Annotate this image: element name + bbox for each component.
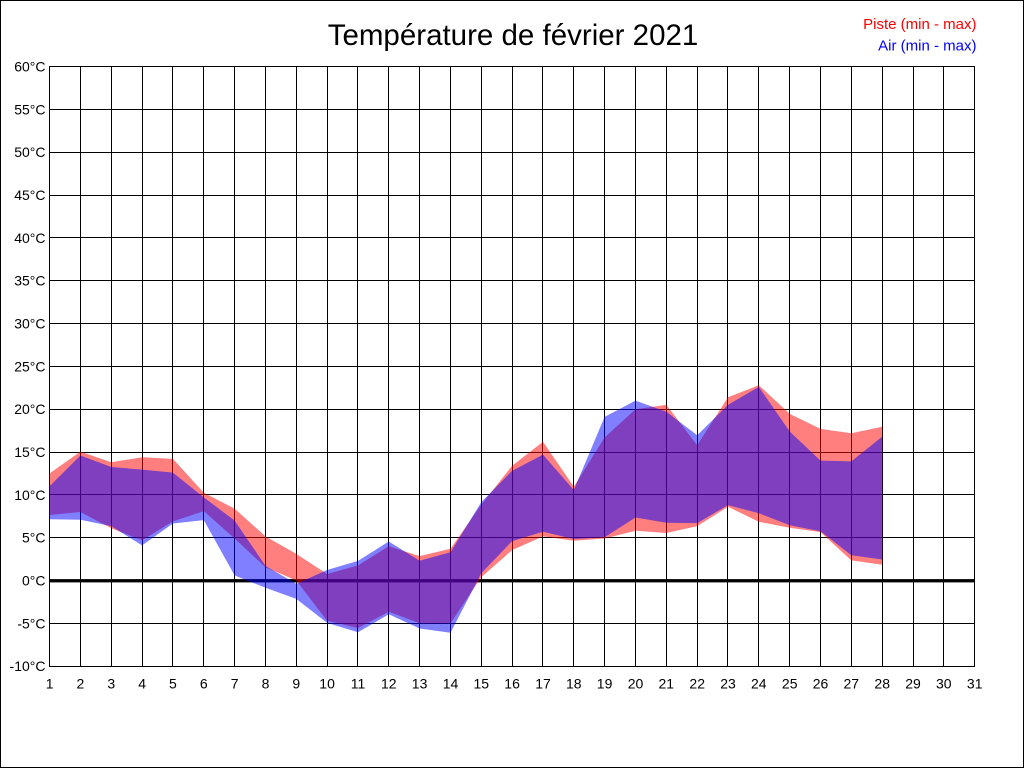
svg-text:Température de février 2021: Température de février 2021 [328, 19, 699, 52]
svg-text:23: 23 [720, 676, 736, 692]
svg-text:6: 6 [200, 676, 208, 692]
svg-text:10°C: 10°C [14, 487, 45, 503]
svg-text:2: 2 [77, 676, 85, 692]
svg-text:28: 28 [874, 676, 890, 692]
svg-text:17: 17 [535, 676, 551, 692]
svg-text:Air (min - max): Air (min - max) [878, 38, 976, 55]
svg-text:18: 18 [566, 676, 582, 692]
svg-text:11: 11 [351, 676, 366, 692]
svg-text:14: 14 [443, 676, 459, 692]
svg-text:20: 20 [628, 676, 644, 692]
svg-text:25°C: 25°C [14, 358, 45, 374]
svg-text:27: 27 [844, 676, 860, 692]
svg-text:55°C: 55°C [14, 101, 45, 117]
svg-text:35°C: 35°C [14, 273, 45, 289]
svg-text:45°C: 45°C [14, 187, 45, 203]
svg-text:8: 8 [262, 676, 270, 692]
svg-text:5: 5 [169, 676, 177, 692]
svg-text:-10°C: -10°C [10, 658, 46, 674]
svg-text:9: 9 [292, 676, 300, 692]
svg-text:12: 12 [381, 676, 397, 692]
svg-text:24: 24 [751, 676, 767, 692]
svg-text:31: 31 [967, 676, 983, 692]
svg-text:15: 15 [474, 676, 490, 692]
svg-text:13: 13 [412, 676, 428, 692]
svg-text:10: 10 [319, 676, 335, 692]
svg-text:50°C: 50°C [14, 144, 45, 160]
svg-text:60°C: 60°C [14, 59, 45, 75]
svg-text:30: 30 [936, 676, 952, 692]
svg-text:22: 22 [689, 676, 705, 692]
svg-text:21: 21 [659, 676, 675, 692]
svg-text:40°C: 40°C [14, 230, 45, 246]
svg-text:29: 29 [905, 676, 921, 692]
svg-text:30°C: 30°C [14, 316, 45, 332]
svg-text:16: 16 [504, 676, 520, 692]
svg-text:20°C: 20°C [14, 401, 45, 417]
svg-text:15°C: 15°C [14, 444, 45, 460]
svg-text:4: 4 [138, 676, 146, 692]
svg-text:0°C: 0°C [22, 573, 46, 589]
svg-text:19: 19 [597, 676, 613, 692]
svg-text:-5°C: -5°C [17, 615, 45, 631]
svg-text:3: 3 [107, 676, 115, 692]
svg-text:25: 25 [782, 676, 798, 692]
svg-text:26: 26 [813, 676, 829, 692]
svg-text:7: 7 [231, 676, 239, 692]
svg-text:5°C: 5°C [22, 530, 46, 546]
svg-text:1: 1 [46, 676, 54, 692]
svg-text:Piste (min - max): Piste (min - max) [863, 16, 976, 33]
